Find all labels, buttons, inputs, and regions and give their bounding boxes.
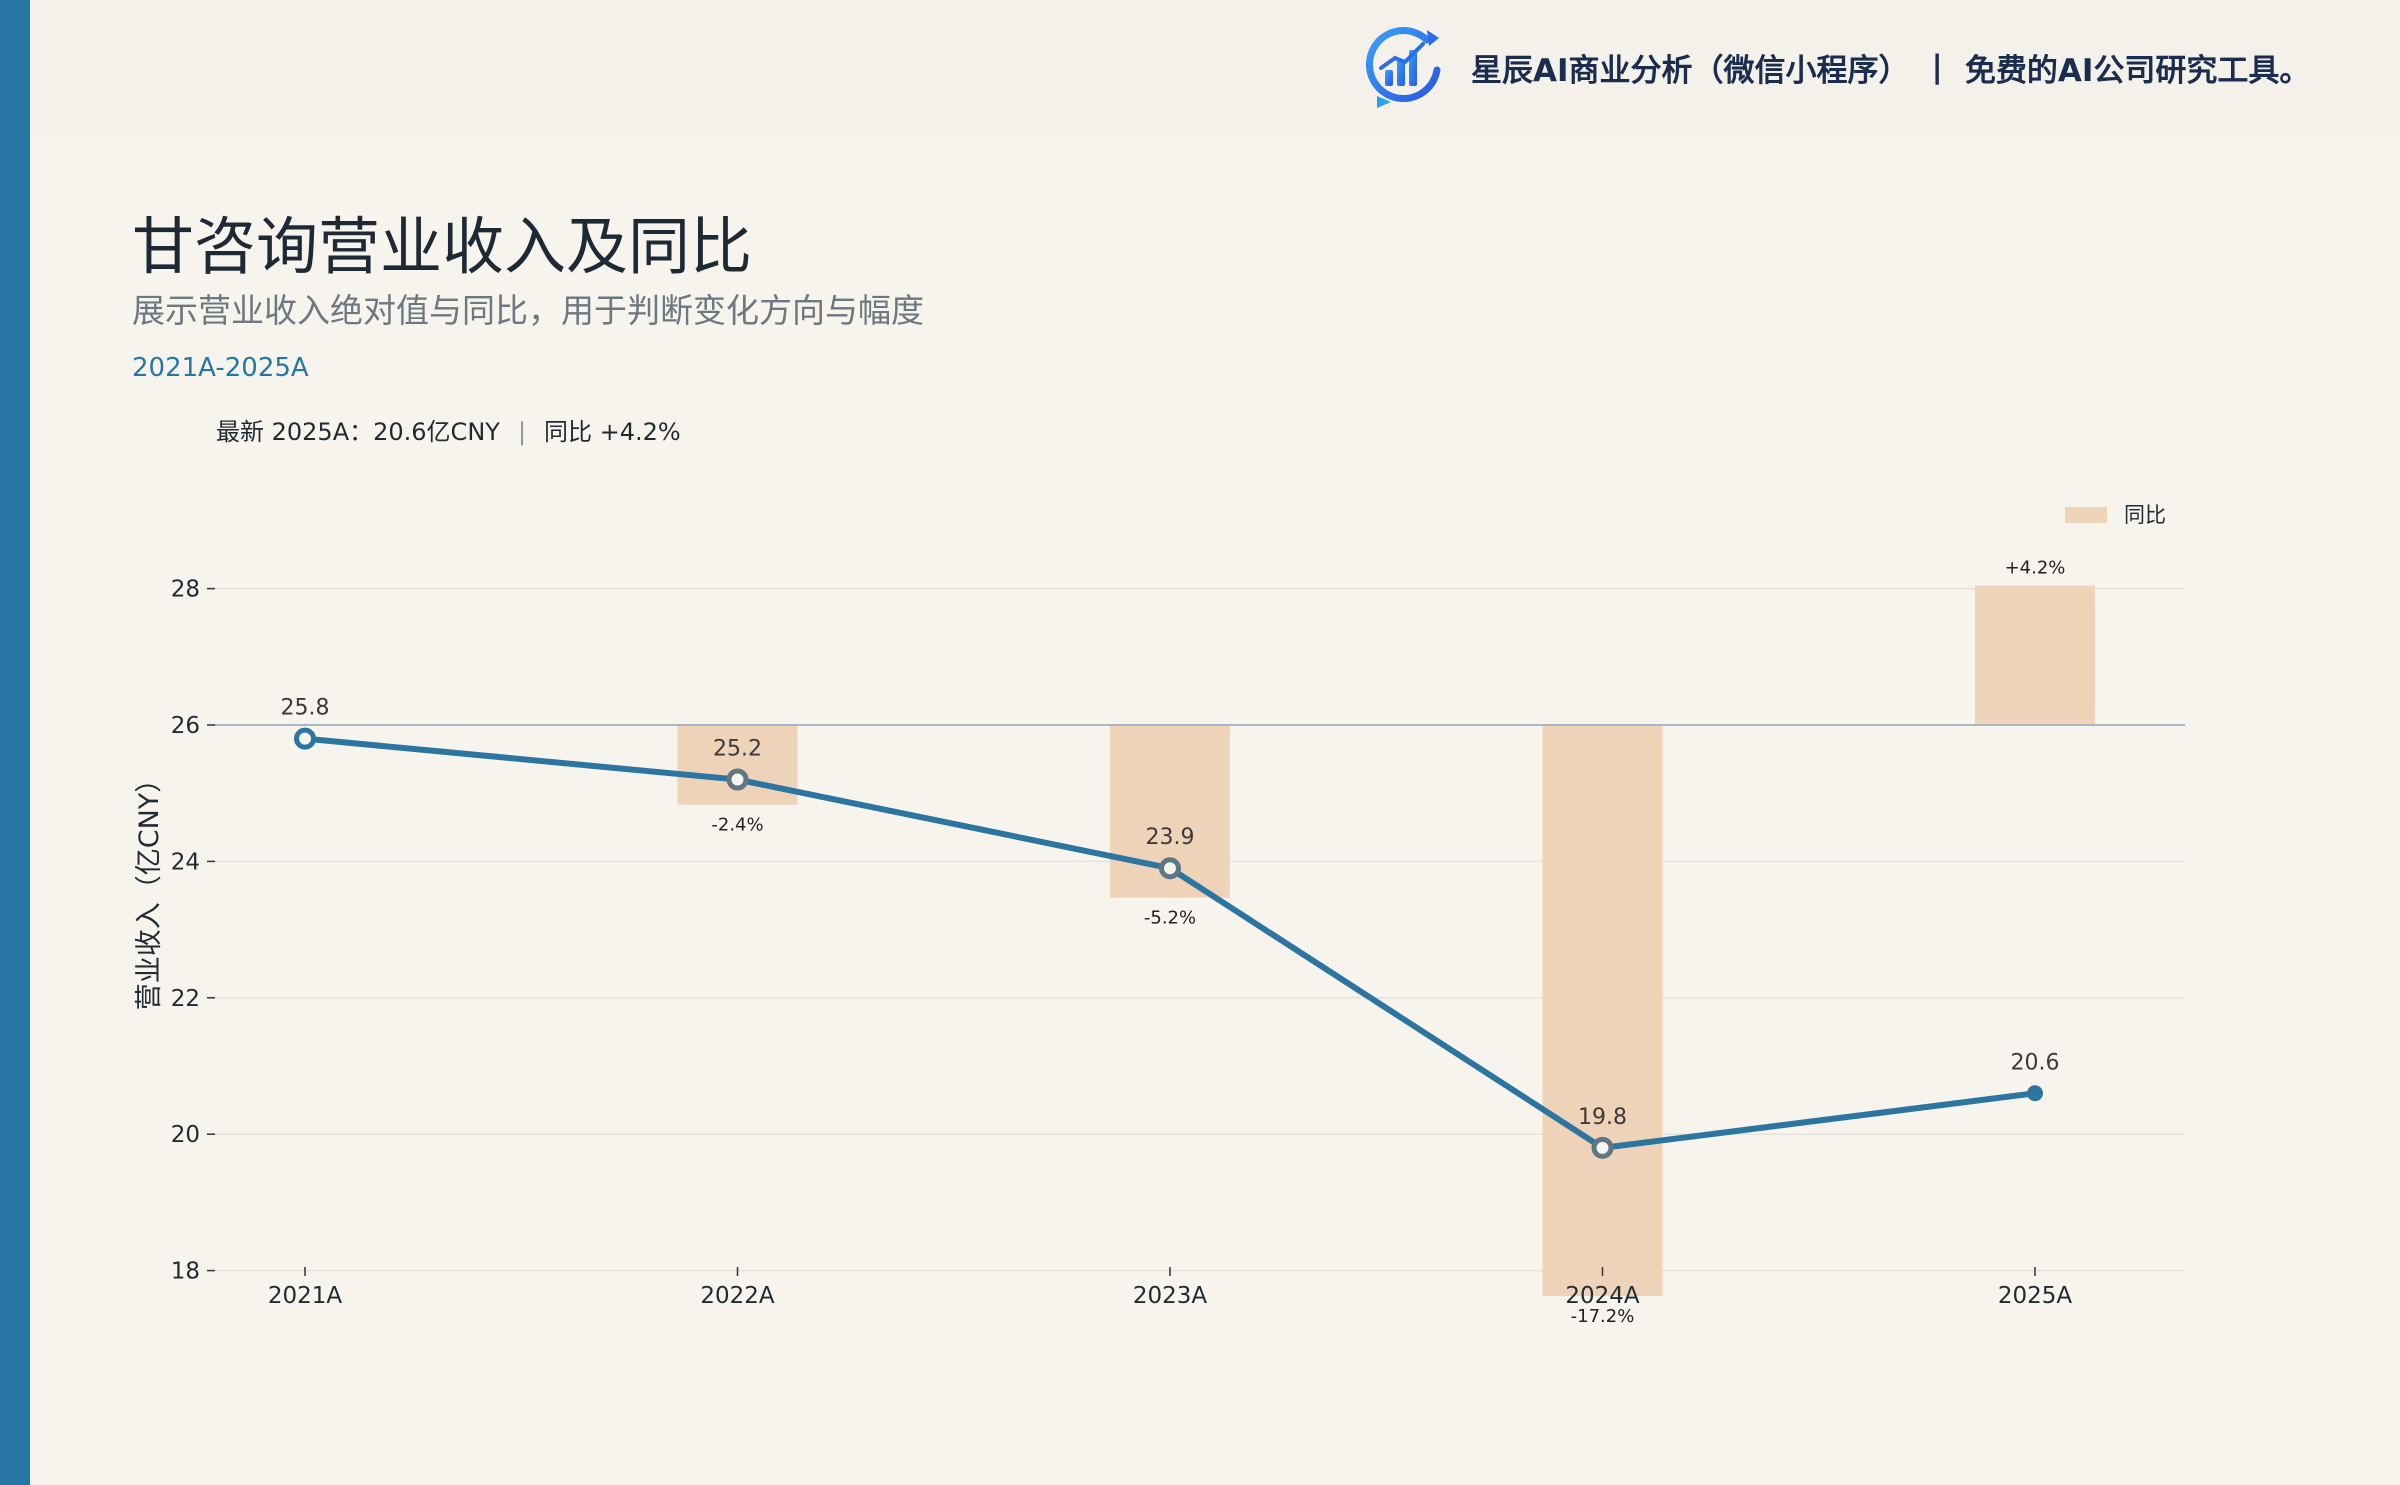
y-axis-label: 营业收入（亿CNY） — [134, 766, 165, 1011]
x-tick-label: 2025A — [1998, 1283, 2073, 1309]
yoy-bar — [677, 725, 798, 805]
y-tick-label: 26 — [171, 713, 200, 739]
legend-label: 同比 — [2124, 503, 2166, 527]
yoy-bar-layer — [677, 585, 2095, 1297]
yoy-bar — [1975, 585, 2095, 725]
brand-tagline: 免费的AI公司研究工具。 — [1964, 52, 2311, 89]
y-tick-label: 18 — [171, 1259, 200, 1285]
revenue-point — [726, 768, 749, 791]
yoy-value-label: +4.2% — [2005, 558, 2066, 579]
x-tick-label: 2023A — [1133, 1283, 1208, 1309]
revenue-value-label: 23.9 — [1146, 825, 1195, 850]
brand-banner: 星辰AI商业分析（微信小程序） | 免费的AI公司研究工具。 — [1365, 22, 2310, 112]
x-tick-label: 2024A — [1565, 1283, 1640, 1309]
revenue-value-label: 25.2 — [713, 737, 762, 762]
axis-layer: 18 20 22 24 26 28 营业收入（亿CNY） 2021A 2022A 2023A 202… — [134, 577, 2072, 1309]
yoy-bar — [1542, 725, 1663, 1297]
revenue-value-label: 25.8 — [281, 696, 330, 721]
revenue-point — [2027, 1085, 2043, 1102]
brand-separator: | — [1931, 49, 1943, 85]
latest-summary: 最新 2025A：20.6亿CNY | 同比 +4.2% — [216, 412, 681, 447]
x-tick-label: 2022A — [700, 1283, 775, 1309]
label-layer: -2.4% -5.2% -17.2% +4.2% 25.8 25.2 23.9 19.8 20.… — [281, 558, 2066, 1327]
revenue-point — [294, 727, 316, 750]
period-label: 2021A-2025A — [132, 353, 309, 383]
revenue-point — [1159, 857, 1181, 880]
yoy-value-label: -5.2% — [1144, 908, 1196, 929]
revenue-point — [1591, 1136, 1614, 1159]
legend: 同比 — [2065, 503, 2166, 527]
bar-chart-growth-icon — [1365, 27, 1441, 108]
latest-yoy-text: 同比 +4.2% — [544, 418, 681, 446]
latest-value-text: 最新 2025A：20.6亿CNY — [216, 418, 500, 446]
legend-swatch — [2065, 507, 2107, 523]
chart-subtitle: 展示营业收入绝对值与同比，用于判断变化方向与幅度 — [132, 291, 924, 330]
yoy-value-label: -2.4% — [711, 815, 763, 836]
y-tick-label: 20 — [171, 1122, 200, 1148]
y-tick-label: 22 — [171, 986, 200, 1012]
y-tick-label: 28 — [171, 577, 200, 603]
x-tick-label: 2021A — [268, 1283, 343, 1309]
yoy-value-label: -17.2% — [1571, 1306, 1635, 1327]
revenue-value-label: 20.6 — [2011, 1050, 2060, 1075]
top-header-bar — [30, 0, 2400, 134]
revenue-line-layer — [294, 727, 2043, 1159]
left-accent-bar — [0, 0, 30, 1485]
grid-layer — [215, 587, 2185, 1272]
chart-title: 甘咨询营业收入及同比 — [132, 210, 753, 283]
revenue-value-label: 19.8 — [1578, 1105, 1627, 1130]
y-tick-label: 24 — [171, 849, 200, 875]
summary-separator: | — [517, 418, 527, 446]
brand-name: 星辰AI商业分析（微信小程序） — [1471, 52, 1910, 89]
